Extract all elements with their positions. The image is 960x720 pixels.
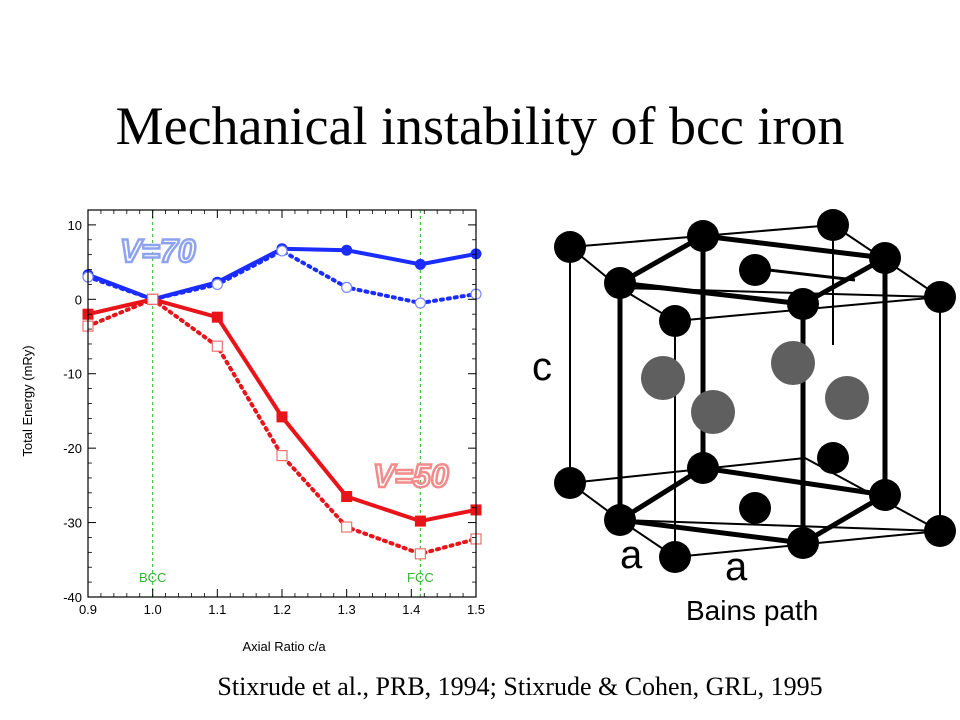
y-tick-label: 0 — [75, 292, 82, 307]
chart-series — [82, 243, 482, 560]
slide-title: Mechanical instability of bcc iron — [115, 96, 845, 156]
y-tick-label: -30 — [63, 516, 82, 531]
x-tick-label: 1.0 — [144, 602, 162, 617]
data-point — [414, 548, 426, 560]
data-point — [211, 278, 223, 291]
y-tick-label: -40 — [63, 590, 82, 605]
x-tick-label: 0.9 — [79, 602, 97, 617]
annotation-v50: V=50 — [373, 458, 449, 494]
bain-path-crystal-diagram: c a a — [532, 209, 956, 589]
data-point — [414, 297, 426, 309]
y-tick-label: -10 — [63, 367, 82, 382]
data-point — [276, 411, 288, 423]
data-point — [211, 340, 223, 352]
bains-path-caption: Bains path — [686, 595, 819, 626]
data-point — [276, 449, 288, 462]
annotation-v70: V=70 — [120, 233, 196, 269]
corner-atoms — [554, 209, 956, 573]
y-tick-label: -20 — [63, 441, 82, 456]
reference-label-bcc: BCC — [139, 570, 166, 585]
citation: Stixrude et al., PRB, 1994; Stixrude & C… — [217, 672, 823, 701]
data-point — [276, 245, 288, 257]
data-point — [341, 244, 353, 256]
reference-label-fcc: FCC — [407, 570, 434, 585]
data-point — [341, 521, 353, 533]
data-point — [414, 258, 426, 270]
face-center-atoms — [641, 341, 869, 434]
y-axis-label: Total Energy (mRy) — [20, 345, 35, 456]
label-a-second: a — [725, 545, 748, 589]
chart-axes: 10 0 -10 -20 -30 -400.9 1.0 1.1 1.2 1.3 1.4 1.5 — [63, 209, 485, 617]
data-point — [414, 515, 426, 527]
data-point — [341, 491, 353, 503]
energy-chart: BCC FCC 10 0 -10 -20 -30 -400.9 1.0 1.1 1.2 1.3 1.4… — [20, 209, 485, 654]
data-point — [147, 293, 159, 305]
phase-reference-lines: BCC FCC — [139, 210, 434, 597]
x-tick-label: 1.2 — [273, 602, 291, 617]
x-tick-label: 1.3 — [338, 602, 356, 617]
x-tick-label: 1.5 — [467, 602, 485, 617]
label-c: c — [532, 345, 552, 389]
data-point — [341, 281, 353, 293]
label-a-first: a — [620, 533, 643, 577]
x-tick-label: 1.4 — [402, 602, 420, 617]
data-point — [211, 311, 223, 323]
x-axis-label: Axial Ratio c/a — [242, 639, 326, 654]
y-tick-label: 10 — [68, 218, 82, 233]
x-tick-label: 1.1 — [208, 602, 226, 617]
